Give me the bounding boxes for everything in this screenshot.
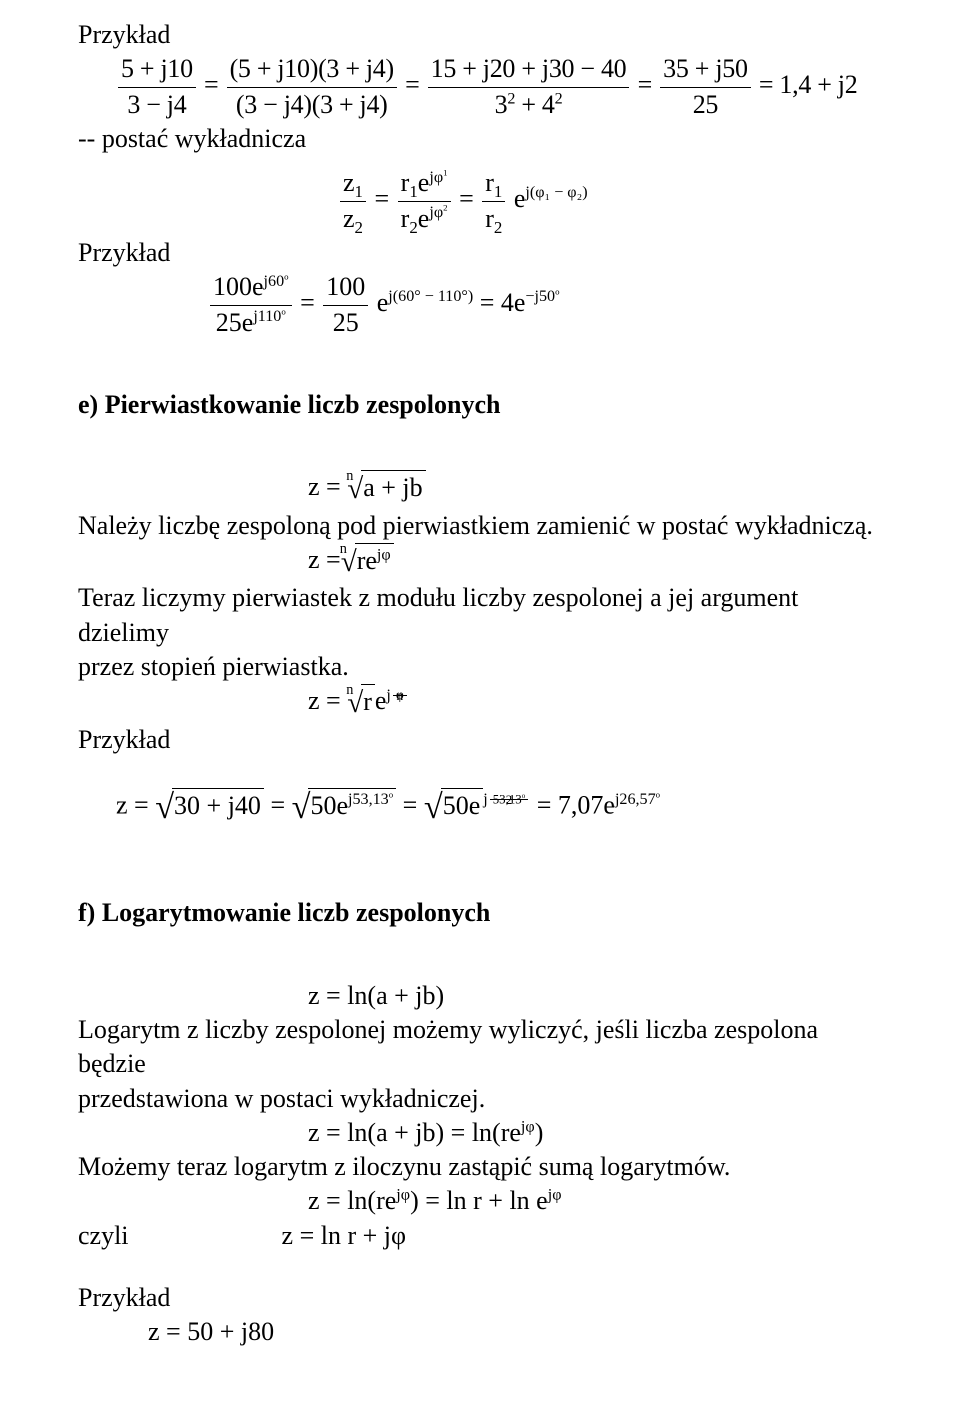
text-mozemy: Możemy teraz logarytm z iloczynu zastąpi… bbox=[78, 1150, 882, 1184]
equation-ln1: z = ln(a + jb) bbox=[78, 979, 882, 1013]
equation-last: z = 50 + j80 bbox=[78, 1315, 882, 1349]
label-przyklad-4: Przykład bbox=[78, 1281, 882, 1315]
text-log-1: Logarytm z liczby zespolonej możemy wyli… bbox=[78, 1013, 882, 1082]
row-czyli: czyli z = ln r + jφ bbox=[78, 1219, 882, 1253]
equation-root-def: z = n√a + jb bbox=[78, 470, 882, 508]
label-przyklad-2: Przykład bbox=[78, 236, 882, 270]
equation-sqrt-example: z = √30 + j40 = √50ej53,13o = √50ej53,13… bbox=[78, 785, 882, 830]
text-teraz-2: przez stopień pierwiastka. bbox=[78, 650, 882, 684]
equation-root-exp-form: z =n√rejφ bbox=[78, 543, 882, 581]
label-przyklad-3: Przykład bbox=[78, 723, 882, 757]
equation-ln3: z = ln(rejφ) = ln r + ln ejφ bbox=[78, 1184, 882, 1218]
equation-ln2: z = ln(a + jb) = ln(rejφ) bbox=[78, 1116, 882, 1150]
equation-division-complex: 5 + j103 − j4 = (5 + j10)(3 + j4)(3 − j4… bbox=[78, 52, 882, 122]
label-przyklad-1: Przykład bbox=[78, 18, 882, 52]
heading-section-e: e) Pierwiastkowanie liczb zespolonych bbox=[78, 388, 882, 422]
text-log-2: przedstawiona w postaci wykładniczej. bbox=[78, 1082, 882, 1116]
equation-100e-25e: 100ej60o 25ej110o = 10025 ej(60° − 110°)… bbox=[78, 270, 882, 340]
text-teraz-1: Teraz liczymy pierwiastek z modułu liczb… bbox=[78, 581, 882, 650]
equation-root-result: z = n√rejφn bbox=[78, 684, 882, 722]
label-czyli: czyli bbox=[78, 1221, 129, 1250]
label-postac-wykladnicza: -- postać wykładnicza bbox=[78, 122, 882, 156]
text-nalezy: Należy liczbę zespoloną pod pierwiastkie… bbox=[78, 509, 882, 543]
equation-ln4: z = ln r + jφ bbox=[282, 1221, 406, 1250]
heading-section-f: f) Logarytmowanie liczb zespolonych bbox=[78, 896, 882, 930]
equation-z1-over-z2: z1 z2 = r1ejφ1 r2ejφ2 = r1 r2 ej(φ₁ − φ₂… bbox=[78, 166, 882, 236]
